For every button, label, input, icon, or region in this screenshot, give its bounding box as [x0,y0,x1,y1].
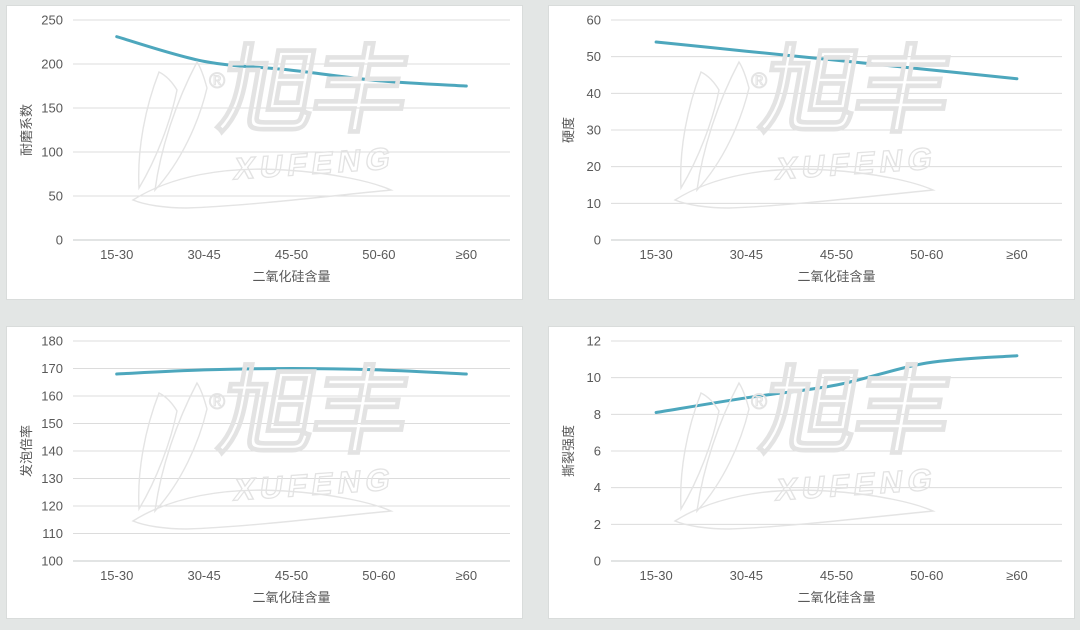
svg-text:≥60: ≥60 [1006,568,1028,583]
svg-text:30: 30 [587,123,601,138]
svg-text:45-50: 45-50 [275,247,308,262]
svg-text:二氧化硅含量: 二氧化硅含量 [252,590,330,605]
svg-text:耐磨系数: 耐磨系数 [19,104,34,156]
svg-text:二氧化硅含量: 二氧化硅含量 [797,590,875,605]
svg-text:50-60: 50-60 [362,568,395,583]
chart-panel-foaming-ratio: 100 110 120 130 140 150 160 170 180 15-30 30-45 45-… [6,326,523,619]
svg-text:6: 6 [594,444,601,459]
svg-text:50: 50 [49,189,63,204]
svg-text:10: 10 [587,196,601,211]
svg-text:50: 50 [587,49,601,64]
svg-text:≥60: ≥60 [455,247,477,262]
svg-text:40: 40 [587,86,601,101]
svg-text:≥60: ≥60 [1006,247,1028,262]
svg-text:8: 8 [594,407,601,422]
svg-text:60: 60 [587,13,601,28]
svg-text:撕裂强度: 撕裂强度 [561,425,576,477]
svg-text:45-50: 45-50 [275,568,308,583]
svg-text:120: 120 [41,499,63,514]
svg-text:200: 200 [41,57,63,72]
svg-text:140: 140 [41,444,63,459]
svg-text:10: 10 [587,370,601,385]
svg-text:30-45: 30-45 [730,568,763,583]
svg-text:15-30: 15-30 [100,568,133,583]
svg-text:二氧化硅含量: 二氧化硅含量 [797,269,875,284]
hardness-line-chart: 0 10 20 30 40 50 60 15-30 30-45 45-50 50-60 ≥60 二氧化硅… [561,13,1062,284]
chart-panel-tear-strength: 0 2 4 6 8 10 12 15-30 30-45 45-50 50-60 ≥60 二氧化硅含量 撕裂… [548,326,1075,619]
svg-text:110: 110 [42,526,63,541]
svg-text:45-50: 45-50 [820,247,853,262]
svg-text:二氧化硅含量: 二氧化硅含量 [252,269,330,284]
tear-strength-line-chart: 0 2 4 6 8 10 12 15-30 30-45 45-50 50-60 ≥60 二氧化硅含量 撕裂… [561,334,1062,605]
svg-text:硬度: 硬度 [561,117,576,143]
svg-text:20: 20 [587,159,601,174]
svg-text:发泡倍率: 发泡倍率 [19,425,34,477]
svg-text:160: 160 [41,389,63,404]
svg-text:≥60: ≥60 [455,568,477,583]
svg-text:50-60: 50-60 [910,247,943,262]
svg-text:15-30: 15-30 [639,568,672,583]
wear-coefficient-line-chart: 0 50 100 150 200 250 15-30 30-45 45-50 50-60 ≥60 二氧… [19,13,510,284]
svg-text:100: 100 [41,145,63,160]
svg-text:30-45: 30-45 [187,247,220,262]
chart-panel-wear-coefficient: 0 50 100 150 200 250 15-30 30-45 45-50 50-60 ≥60 二氧… [6,5,523,300]
svg-text:0: 0 [594,233,601,248]
svg-text:15-30: 15-30 [639,247,672,262]
svg-text:150: 150 [41,416,63,431]
svg-text:0: 0 [56,233,63,248]
svg-text:150: 150 [41,101,63,116]
svg-text:12: 12 [587,334,601,349]
svg-text:130: 130 [41,471,63,486]
svg-text:180: 180 [41,334,63,349]
svg-text:250: 250 [41,13,63,28]
svg-text:45-50: 45-50 [820,568,853,583]
svg-text:0: 0 [594,554,601,569]
svg-text:50-60: 50-60 [362,247,395,262]
svg-text:50-60: 50-60 [910,568,943,583]
svg-text:170: 170 [41,361,63,376]
svg-text:4: 4 [594,480,601,495]
svg-text:30-45: 30-45 [730,247,763,262]
svg-text:15-30: 15-30 [100,247,133,262]
svg-text:2: 2 [594,517,601,532]
chart-panel-hardness: 0 10 20 30 40 50 60 15-30 30-45 45-50 50-60 ≥60 二氧化硅… [548,5,1075,300]
svg-text:30-45: 30-45 [187,568,220,583]
svg-text:100: 100 [41,554,63,569]
foaming-ratio-line-chart: 100 110 120 130 140 150 160 170 180 15-30 30-45 45-… [19,334,510,605]
